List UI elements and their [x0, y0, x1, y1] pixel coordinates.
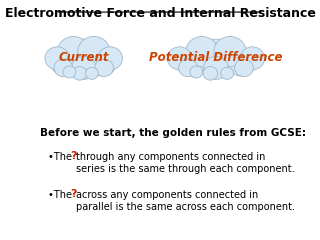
Circle shape [98, 47, 123, 70]
Circle shape [190, 66, 203, 78]
Circle shape [72, 66, 87, 80]
Circle shape [214, 36, 246, 66]
Text: ?: ? [70, 151, 77, 161]
Circle shape [45, 47, 69, 70]
Text: •The: •The [48, 152, 75, 162]
Circle shape [95, 59, 113, 77]
Text: through any components connected in
series is the same through each component.: through any components connected in seri… [76, 152, 294, 174]
Circle shape [85, 67, 98, 79]
Circle shape [235, 59, 253, 77]
Text: Potential Difference: Potential Difference [149, 51, 283, 64]
Circle shape [227, 49, 256, 76]
Circle shape [179, 59, 197, 77]
Circle shape [78, 36, 110, 66]
Circle shape [196, 39, 236, 78]
Circle shape [167, 47, 192, 70]
Text: Electromotive Force and Internal Resistance: Electromotive Force and Internal Resista… [4, 7, 316, 20]
Circle shape [240, 47, 265, 70]
Circle shape [186, 36, 218, 66]
Circle shape [57, 36, 90, 66]
Text: Current: Current [59, 51, 109, 64]
Circle shape [63, 39, 104, 78]
Circle shape [204, 56, 228, 79]
Circle shape [54, 59, 73, 77]
Circle shape [71, 56, 96, 79]
Text: ?: ? [70, 189, 77, 199]
Circle shape [63, 66, 76, 78]
Text: Before we start, the golden rules from GCSE:: Before we start, the golden rules from G… [40, 128, 307, 138]
Circle shape [221, 67, 234, 79]
Circle shape [176, 49, 205, 76]
Text: across any components connected in
parallel is the same across each component.: across any components connected in paral… [76, 190, 294, 212]
Text: •The: •The [48, 190, 75, 200]
Circle shape [51, 49, 80, 76]
Circle shape [87, 49, 116, 76]
Circle shape [203, 66, 218, 80]
